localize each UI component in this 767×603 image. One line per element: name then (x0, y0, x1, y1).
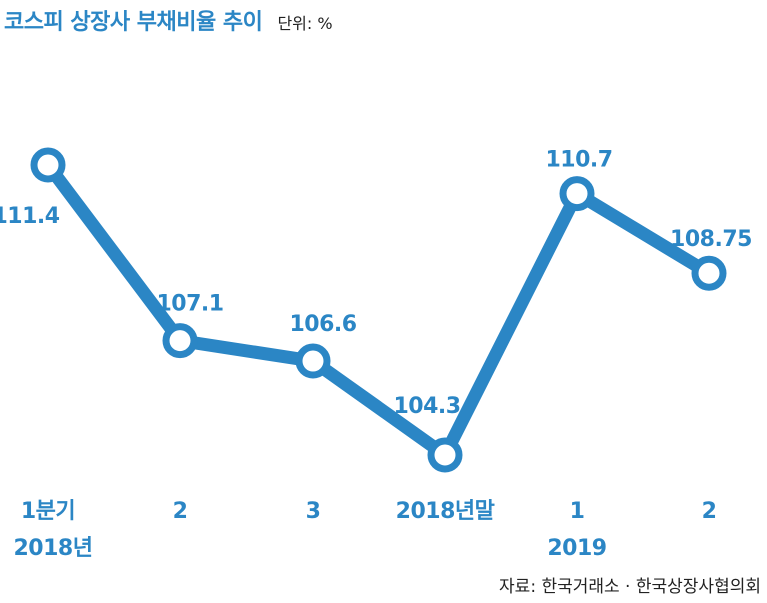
data-label-1: 111.4 (0, 204, 60, 229)
data-point-3 (295, 343, 331, 379)
chart-header: 코스피 상장사 부채비율 추이 단위: % (4, 4, 333, 35)
series-line (41, 158, 716, 462)
data-point-5 (559, 176, 595, 212)
x-tick-label-1: 1분기 (21, 499, 75, 524)
x-tick-label-5: 1 (570, 499, 585, 524)
data-label-3: 106.6 (289, 312, 356, 337)
source-note: 자료: 한국거래소 · 한국상장사협의회 (499, 577, 761, 597)
unit-label: 단위: % (277, 14, 333, 33)
data-point-2 (162, 323, 198, 359)
x-tick-label-3: 3 (306, 499, 321, 524)
chart-title: 코스피 상장사 부채비율 추이 (4, 10, 263, 35)
x-year-label-5: 2019 (547, 536, 606, 561)
data-point-6 (691, 255, 727, 291)
data-point-4 (427, 437, 463, 473)
data-label-4: 104.3 (393, 394, 460, 419)
x-year-label-1: 2018년 (14, 536, 93, 561)
data-label-5: 110.7 (545, 148, 612, 173)
x-tick-label-4: 2018년말 (396, 499, 495, 524)
data-point-1 (30, 147, 66, 183)
x-tick-label-6: 2 (702, 499, 717, 524)
data-label-6: 108.75 (670, 227, 752, 252)
data-label-2: 107.1 (156, 292, 223, 317)
x-tick-label-2: 2 (173, 499, 188, 524)
